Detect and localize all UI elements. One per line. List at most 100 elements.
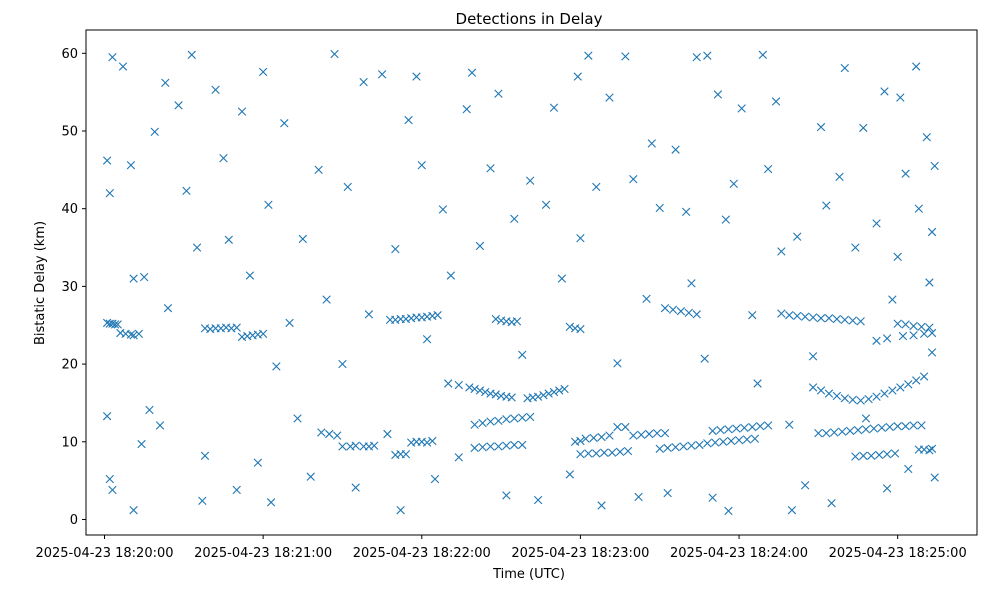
data-point [663, 488, 672, 498]
data-point [808, 352, 818, 361]
data-point [713, 90, 723, 99]
data-point [808, 383, 818, 392]
data-point [925, 323, 934, 332]
data-point [695, 440, 704, 450]
data-point [777, 247, 786, 256]
data-point [555, 386, 564, 395]
data-point [703, 439, 712, 448]
data-point [444, 379, 453, 388]
data-point [592, 449, 601, 458]
data-point [909, 331, 918, 340]
data-point [621, 52, 630, 61]
data-point [592, 182, 601, 192]
data-point [927, 348, 937, 357]
data-point [605, 93, 614, 102]
plot-frame [85, 29, 978, 536]
data-point [912, 376, 921, 385]
data-point [845, 426, 855, 436]
data-point [684, 308, 694, 317]
data-point [927, 328, 937, 338]
data-point [893, 252, 902, 262]
data-point [904, 380, 913, 389]
data-point [573, 72, 582, 81]
data-point [872, 336, 881, 345]
data-point [758, 50, 768, 60]
data-point [502, 491, 511, 500]
data-point [763, 421, 773, 430]
data-point [816, 386, 826, 395]
data-point [108, 485, 117, 495]
data-point [724, 425, 733, 434]
data-point [581, 434, 590, 443]
data-point [877, 423, 887, 432]
data-point [422, 335, 432, 344]
data-point [613, 422, 622, 432]
data-point [351, 483, 360, 492]
data-point [145, 405, 154, 415]
data-point [808, 313, 818, 322]
data-point [557, 274, 567, 283]
data-point [756, 422, 765, 431]
data-point [502, 415, 511, 424]
data-point [605, 431, 614, 440]
data-point [518, 413, 527, 422]
data-point [108, 53, 117, 62]
data-point [700, 354, 709, 363]
data-point [750, 434, 760, 443]
data-point [470, 443, 479, 453]
data-point [861, 425, 871, 434]
data-point [888, 295, 897, 304]
data-point [901, 320, 910, 329]
data-point [840, 315, 849, 324]
data-point [732, 424, 741, 433]
data-point [330, 49, 339, 59]
data-point [885, 422, 894, 432]
data-point [671, 145, 680, 154]
data-point [224, 235, 233, 244]
data-point [576, 436, 585, 446]
data-point [438, 205, 448, 214]
data-point [919, 329, 929, 338]
data-point [258, 329, 268, 338]
data-point [237, 107, 247, 116]
data-point [861, 414, 871, 423]
data-point [613, 359, 622, 368]
data-point [576, 324, 585, 334]
data-point [840, 63, 849, 73]
data-point [893, 422, 902, 431]
data-point [687, 441, 696, 450]
data-point [481, 387, 490, 397]
y-tick-label: 60 [61, 47, 78, 62]
data-point [219, 154, 228, 163]
x-axis-label: Time (UTC) [492, 567, 565, 582]
data-point [681, 207, 691, 216]
data-point [422, 438, 432, 447]
data-point [679, 442, 688, 451]
data-point [533, 495, 543, 505]
x-axis: 2025-04-23 18:20:00 2025-04-23 18:21:00 20… [35, 535, 967, 561]
data-point [748, 422, 757, 432]
data-point [417, 160, 426, 170]
data-point [430, 474, 440, 484]
data-point [150, 127, 159, 136]
data-point [494, 89, 503, 98]
data-point [182, 186, 191, 196]
data-point [338, 442, 347, 451]
data-point [864, 394, 873, 404]
data-point [848, 316, 857, 325]
data-point [930, 473, 939, 482]
y-tick-label: 40 [61, 202, 78, 217]
data-point [867, 451, 876, 460]
data-point [927, 227, 937, 237]
data-point [898, 331, 908, 341]
data-point [869, 424, 879, 433]
data-point [155, 421, 165, 430]
data-point [486, 442, 495, 451]
data-point [737, 104, 746, 113]
data-point [470, 420, 479, 429]
data-point [708, 493, 717, 502]
data-point [777, 309, 786, 318]
data-point [232, 485, 241, 495]
data-point [607, 448, 617, 457]
